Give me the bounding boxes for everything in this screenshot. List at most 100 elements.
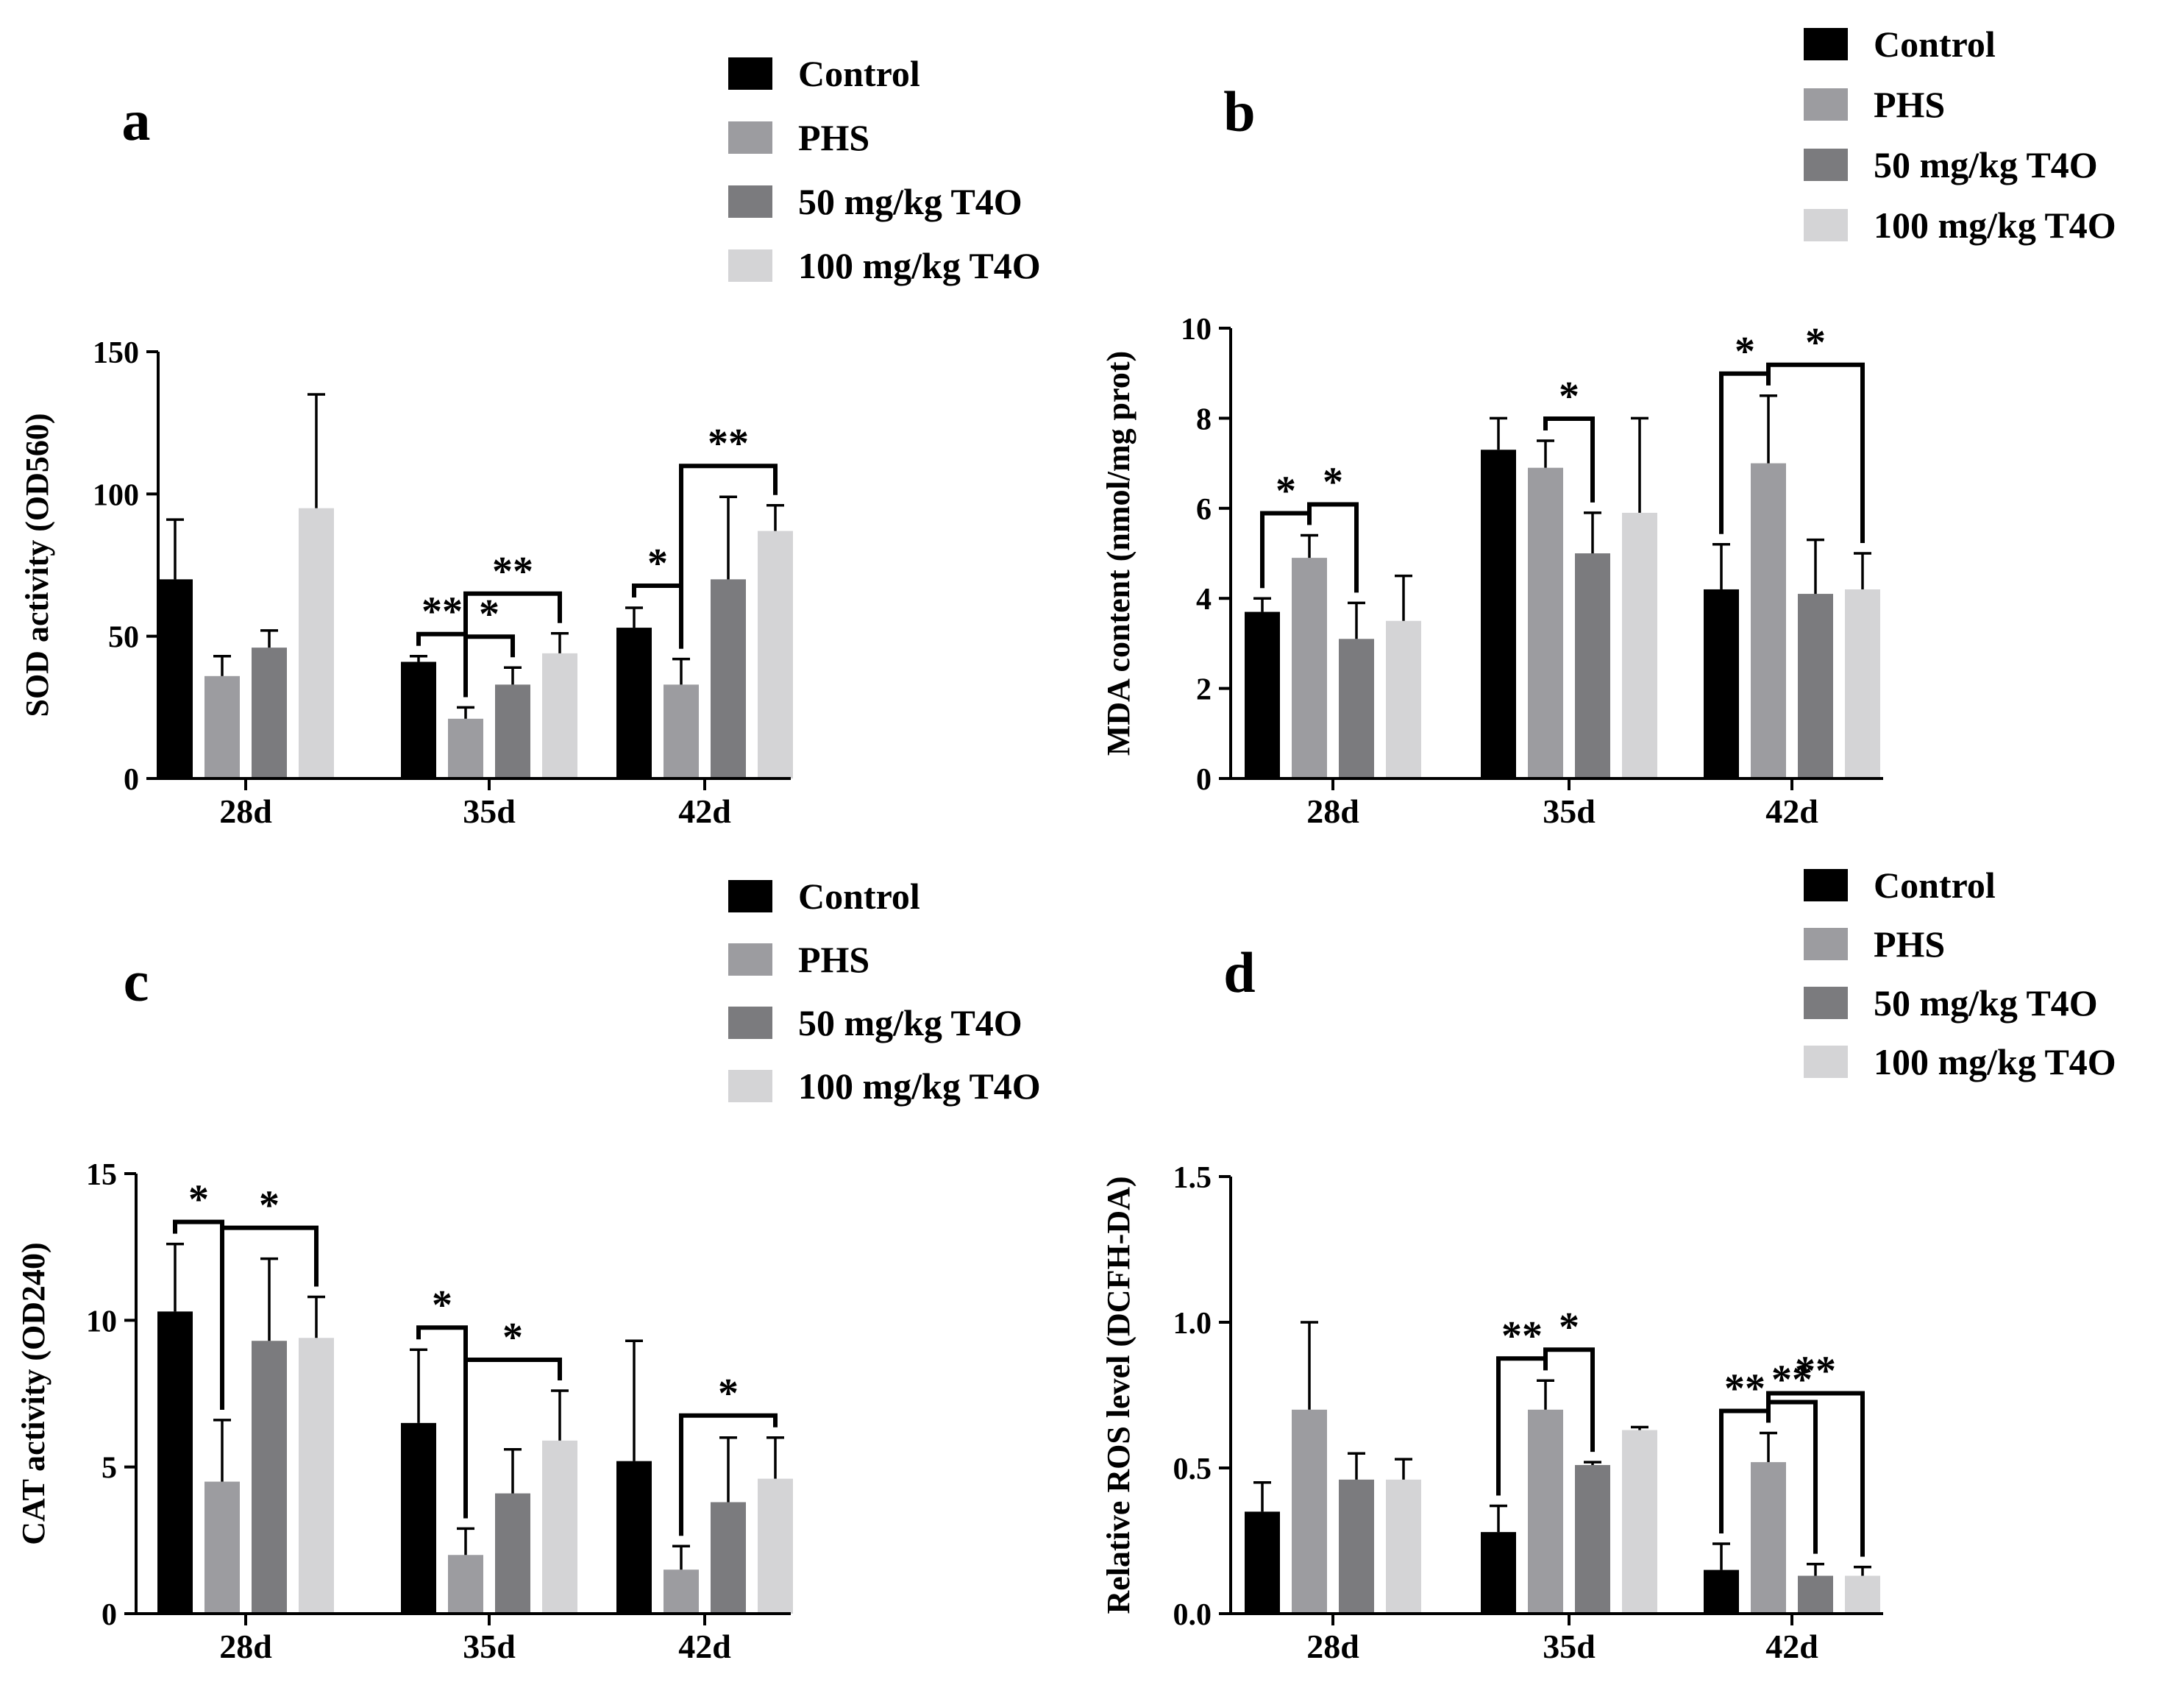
bar-28d-0	[1245, 611, 1280, 778]
panel-label-b: b	[1223, 79, 1255, 143]
bar-35d-1	[1528, 1409, 1563, 1614]
x-tick-label: 28d	[1306, 792, 1359, 830]
bar-28d-0	[157, 1311, 193, 1614]
legend-label-3: 100 mg/kg T4O	[798, 245, 1041, 286]
bar-35d-1	[1528, 467, 1563, 778]
legend-swatch-0	[1804, 869, 1848, 901]
bar-42d-1	[664, 1569, 699, 1614]
y-axis-title: MDA content (nmol/mg prot)	[1100, 351, 1137, 756]
legend-swatch-3	[728, 249, 772, 282]
legend-swatch-0	[728, 880, 772, 912]
significance-label: *	[479, 592, 499, 637]
legend-swatch-2	[1804, 149, 1848, 181]
bar-28d-0	[157, 579, 193, 778]
bar-28d-2	[252, 648, 287, 778]
x-tick-label: 42d	[678, 792, 731, 830]
chart-panel-b: b Control PHS 50 mg/kg T4O 100 mg/kg T4O * * * *…	[1100, 24, 2116, 830]
significance-bracket	[1766, 1391, 1865, 1557]
significance-label: *	[432, 1283, 452, 1328]
legend-label-0: Control	[798, 53, 920, 94]
panel-label-a: a	[122, 88, 151, 152]
y-tick-label: 0.0	[1173, 1598, 1212, 1632]
y-tick-label: 5	[102, 1452, 117, 1486]
legend-swatch-2	[1804, 987, 1848, 1019]
legend-swatch-2	[728, 185, 772, 218]
bar-35d-3	[542, 1440, 577, 1614]
bar-35d-0	[1481, 1532, 1516, 1614]
legend-swatch-3	[1804, 209, 1848, 241]
significance-bracket	[1543, 1347, 1595, 1453]
bar-42d-0	[616, 628, 652, 778]
legend-swatch-0	[728, 57, 772, 90]
bar-42d-1	[664, 684, 699, 778]
y-tick-label: 50	[108, 621, 139, 655]
bar-42d-1	[1751, 1462, 1786, 1614]
bar-42d-3	[1845, 1575, 1880, 1614]
y-axis-title: SOD activity (OD560)	[19, 413, 55, 717]
bar-35d-2	[495, 1493, 530, 1614]
significance-label: *	[1559, 374, 1579, 419]
x-tick-label: 35d	[463, 1628, 516, 1665]
bar-28d-1	[1292, 1409, 1327, 1614]
bar-35d-0	[401, 1422, 436, 1614]
significance-label: *	[647, 541, 668, 586]
y-tick-label: 100	[93, 478, 139, 512]
y-tick-label: 0	[124, 763, 139, 797]
y-tick-label: 10	[86, 1305, 117, 1338]
legend-label-1: PHS	[798, 939, 869, 980]
legend-swatch-1	[1804, 928, 1848, 960]
bar-28d-1	[1292, 558, 1327, 778]
y-tick-label: 8	[1196, 402, 1212, 436]
legend-label-0: Control	[1874, 865, 1996, 906]
x-tick-label: 35d	[1543, 1628, 1596, 1665]
bar-42d-3	[758, 1478, 793, 1614]
bar-42d-2	[1798, 1575, 1833, 1614]
y-axis-title: Relative ROS level (DCFH-DA)	[1100, 1176, 1137, 1614]
legend-label-1: PHS	[798, 117, 869, 158]
y-tick-label: 2	[1196, 673, 1212, 707]
y-tick-label: 150	[93, 336, 139, 370]
bar-35d-3	[542, 653, 577, 778]
y-tick-label: 0.5	[1173, 1453, 1212, 1486]
y-tick-label: 0	[102, 1598, 117, 1632]
significance-label: **	[1795, 1348, 1836, 1394]
y-tick-label: 15	[86, 1158, 117, 1192]
y-axis-title: CAT activity (OD240)	[15, 1242, 51, 1544]
legend-swatch-3	[1804, 1046, 1848, 1078]
x-tick-label: 35d	[1543, 792, 1596, 830]
bar-28d-2	[1339, 639, 1374, 778]
legend-label-3: 100 mg/kg T4O	[1874, 1041, 2116, 1082]
significance-bracket	[463, 1358, 562, 1519]
significance-label: **	[1724, 1366, 1765, 1411]
significance-bracket	[679, 1413, 778, 1536]
significance-label: *	[188, 1177, 209, 1223]
bar-28d-2	[1339, 1479, 1374, 1614]
panel-label-d: d	[1223, 940, 1255, 1004]
significance-bracket	[220, 1225, 319, 1410]
bar-42d-2	[711, 579, 746, 778]
bar-42d-2	[1798, 594, 1833, 778]
bar-42d-0	[1704, 1569, 1739, 1614]
bar-28d-3	[299, 508, 334, 778]
significance-label: *	[718, 1371, 739, 1416]
significance-bracket	[1307, 502, 1359, 593]
bar-35d-3	[1622, 512, 1657, 778]
bar-28d-2	[252, 1341, 287, 1614]
significance-label: *	[1276, 469, 1296, 514]
legend-label-2: 50 mg/kg T4O	[798, 181, 1022, 222]
significance-label: *	[1805, 320, 1826, 366]
bar-28d-0	[1245, 1511, 1280, 1614]
bar-42d-1	[1751, 463, 1786, 778]
significance-label: *	[502, 1315, 523, 1361]
x-tick-label: 35d	[463, 792, 516, 830]
bar-35d-2	[1575, 1465, 1610, 1614]
legend-label-0: Control	[798, 876, 920, 917]
x-tick-label: 28d	[219, 792, 272, 830]
chart-panel-c: c Control PHS 50 mg/kg T4O 100 mg/kg T4O * * * *…	[15, 876, 1041, 1665]
significance-label: *	[1559, 1305, 1579, 1350]
significance-label: **	[1501, 1313, 1543, 1359]
significance-label: **	[421, 589, 463, 635]
y-tick-label: 1.0	[1173, 1307, 1212, 1341]
